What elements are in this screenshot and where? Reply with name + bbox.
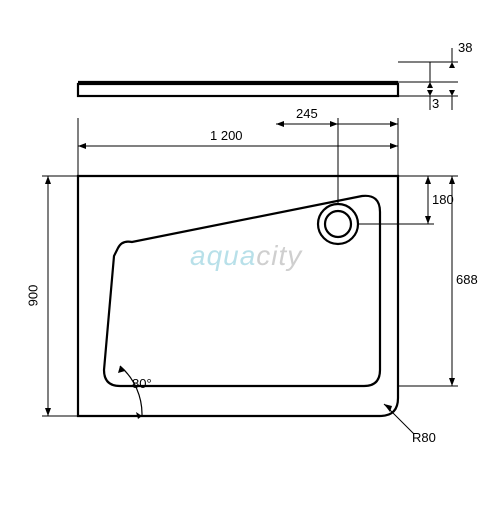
- dim-full: 38: [458, 40, 472, 55]
- dim-angle: 80°: [132, 376, 152, 391]
- side-profile: [78, 82, 398, 96]
- outer-rect: [78, 176, 398, 416]
- dim-thk: 3: [432, 96, 439, 111]
- dim-drain-x: 245: [296, 106, 318, 121]
- dim-width: 1 200: [210, 128, 243, 143]
- dim-drain-y: 180: [432, 192, 454, 207]
- dim-height: 900: [25, 285, 40, 307]
- angle-arc: [120, 366, 142, 416]
- drain-inner: [325, 211, 351, 237]
- dim-inner-h: 688: [456, 272, 478, 287]
- inner-panel: [104, 196, 380, 386]
- dim-radius: R80: [412, 430, 436, 445]
- technical-drawing: 1 200 245 180 688 900 80° R80 3 38 aquac…: [0, 0, 500, 500]
- drawing-svg: [0, 0, 500, 500]
